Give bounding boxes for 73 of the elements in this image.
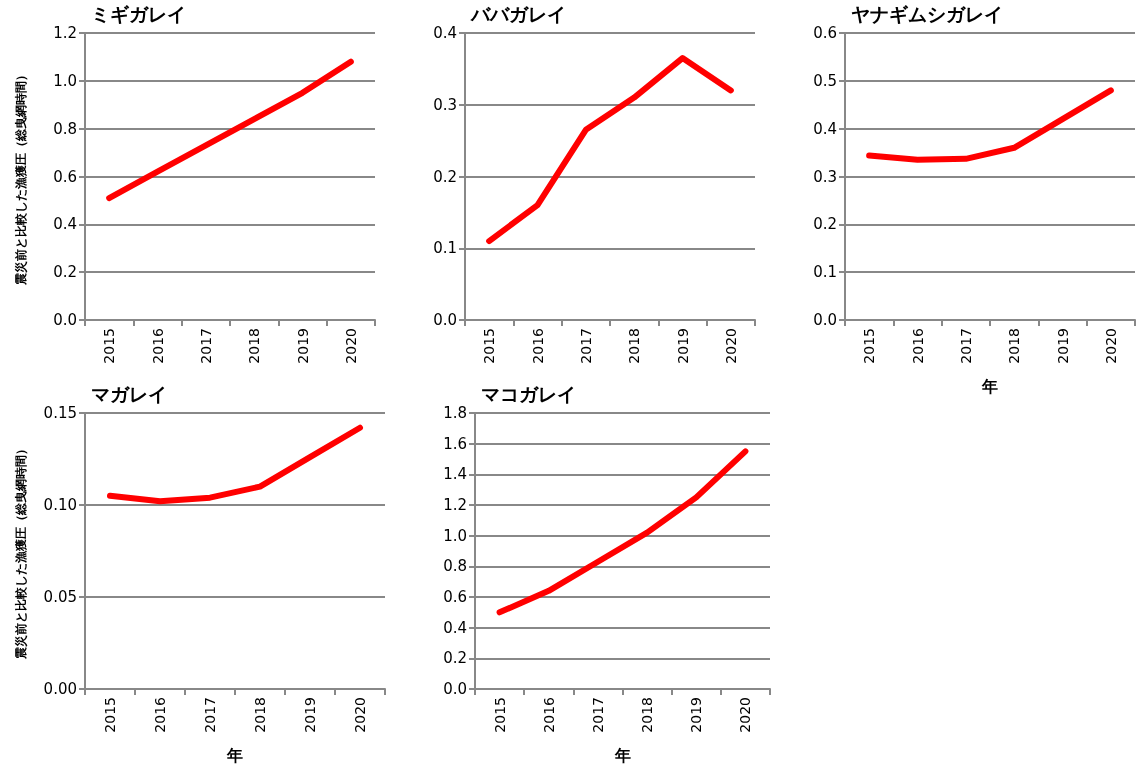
y-tick-label: 0.5 [813,71,837,90]
x-tick-label: 2016 [149,327,166,364]
x-tick-label: 2019 [294,328,311,364]
y-tick-label: 0.00 [43,680,77,698]
y-axis-title: 震災前と比較した漁獲圧（総曳網時間） [14,443,28,660]
chart-title: ヤナギムシガレイ [851,2,1003,25]
y-tick-label: 0.0 [433,311,457,329]
x-tick-label: 2019 [688,697,705,733]
x-tick-label: 2020 [342,328,359,364]
x-tick-label: 2016 [540,696,557,733]
y-tick-label: 1.2 [53,24,77,42]
x-tick-label: 2017 [589,697,606,733]
x-axis-title: 年 [981,376,998,396]
y-tick-label: 0.0 [53,311,77,329]
y-axis-title: 震災前と比較した漁獲圧（総曳網時間） [14,68,28,286]
y-tick-label: 0.0 [443,680,467,698]
y-tick-label: 0.4 [443,618,467,637]
y-tick-label: 0.0 [813,311,837,329]
y-tick-label: 0.10 [43,496,77,514]
y-tick-label: 1.8 [443,404,467,422]
y-tick-label: 0.4 [433,24,457,42]
y-tick-label: 0.4 [53,215,77,234]
x-axis-title: 年 [613,745,631,765]
x-tick-label: 2015 [481,328,498,364]
chart-title: ババガレイ [470,2,566,25]
y-tick-label: 1.4 [443,465,467,484]
x-tick-label: 2016 [529,327,546,364]
y-tick-label: 1.0 [443,526,467,545]
x-tick-label: 2020 [722,328,739,364]
y-tick-label: 0.2 [813,215,837,234]
x-tick-label: 2019 [674,328,691,364]
x-tick-label: 2020 [352,697,368,733]
x-tick-label: 2018 [246,328,263,364]
chart-title: マガレイ [91,382,167,405]
x-tick-label: 2017 [197,328,214,364]
x-tick-label: 2019 [302,697,318,733]
x-tick-label: 2018 [252,697,268,733]
x-tick-label: 2016 [909,327,926,364]
y-tick-label: 0.6 [813,24,837,42]
x-tick-label: 2015 [102,697,118,733]
y-tick-label: 0.6 [443,588,467,606]
y-tick-label: 0.2 [443,649,467,668]
x-axis-title: 年 [226,745,243,765]
x-tick-label: 2015 [861,328,878,364]
y-tick-label: 0.3 [813,167,837,186]
y-tick-label: 1.0 [53,71,77,90]
x-tick-label: 2020 [1102,328,1119,364]
x-tick-label: 2018 [1006,328,1023,364]
y-tick-label: 1.2 [443,496,467,514]
y-tick-label: 0.1 [433,239,457,258]
x-tick-label: 2019 [1054,328,1071,364]
y-tick-label: 0.6 [53,167,77,186]
y-tick-label: 0.15 [43,404,77,422]
x-tick-label: 2018 [639,697,656,733]
chart-title: マコガレイ [481,382,576,405]
y-tick-label: 0.8 [443,557,467,576]
x-tick-label: 2017 [957,328,974,364]
x-tick-label: 2018 [626,328,643,364]
x-tick-label: 2015 [491,697,508,733]
y-tick-label: 0.2 [433,167,457,186]
x-tick-label: 2020 [737,697,754,733]
x-tick-label: 2016 [152,696,168,733]
y-tick-label: 0.1 [813,263,837,282]
y-tick-label: 0.3 [433,95,457,114]
y-tick-label: 0.2 [53,263,77,282]
x-tick-label: 2017 [577,328,594,364]
x-tick-label: 2015 [101,328,118,364]
x-tick-label: 2017 [202,697,218,733]
y-tick-label: 0.4 [813,119,837,138]
chart-title: ミギガレイ [91,2,186,25]
y-tick-label: 0.05 [43,588,77,606]
y-tick-label: 1.6 [443,434,467,453]
y-tick-label: 0.8 [53,119,77,138]
